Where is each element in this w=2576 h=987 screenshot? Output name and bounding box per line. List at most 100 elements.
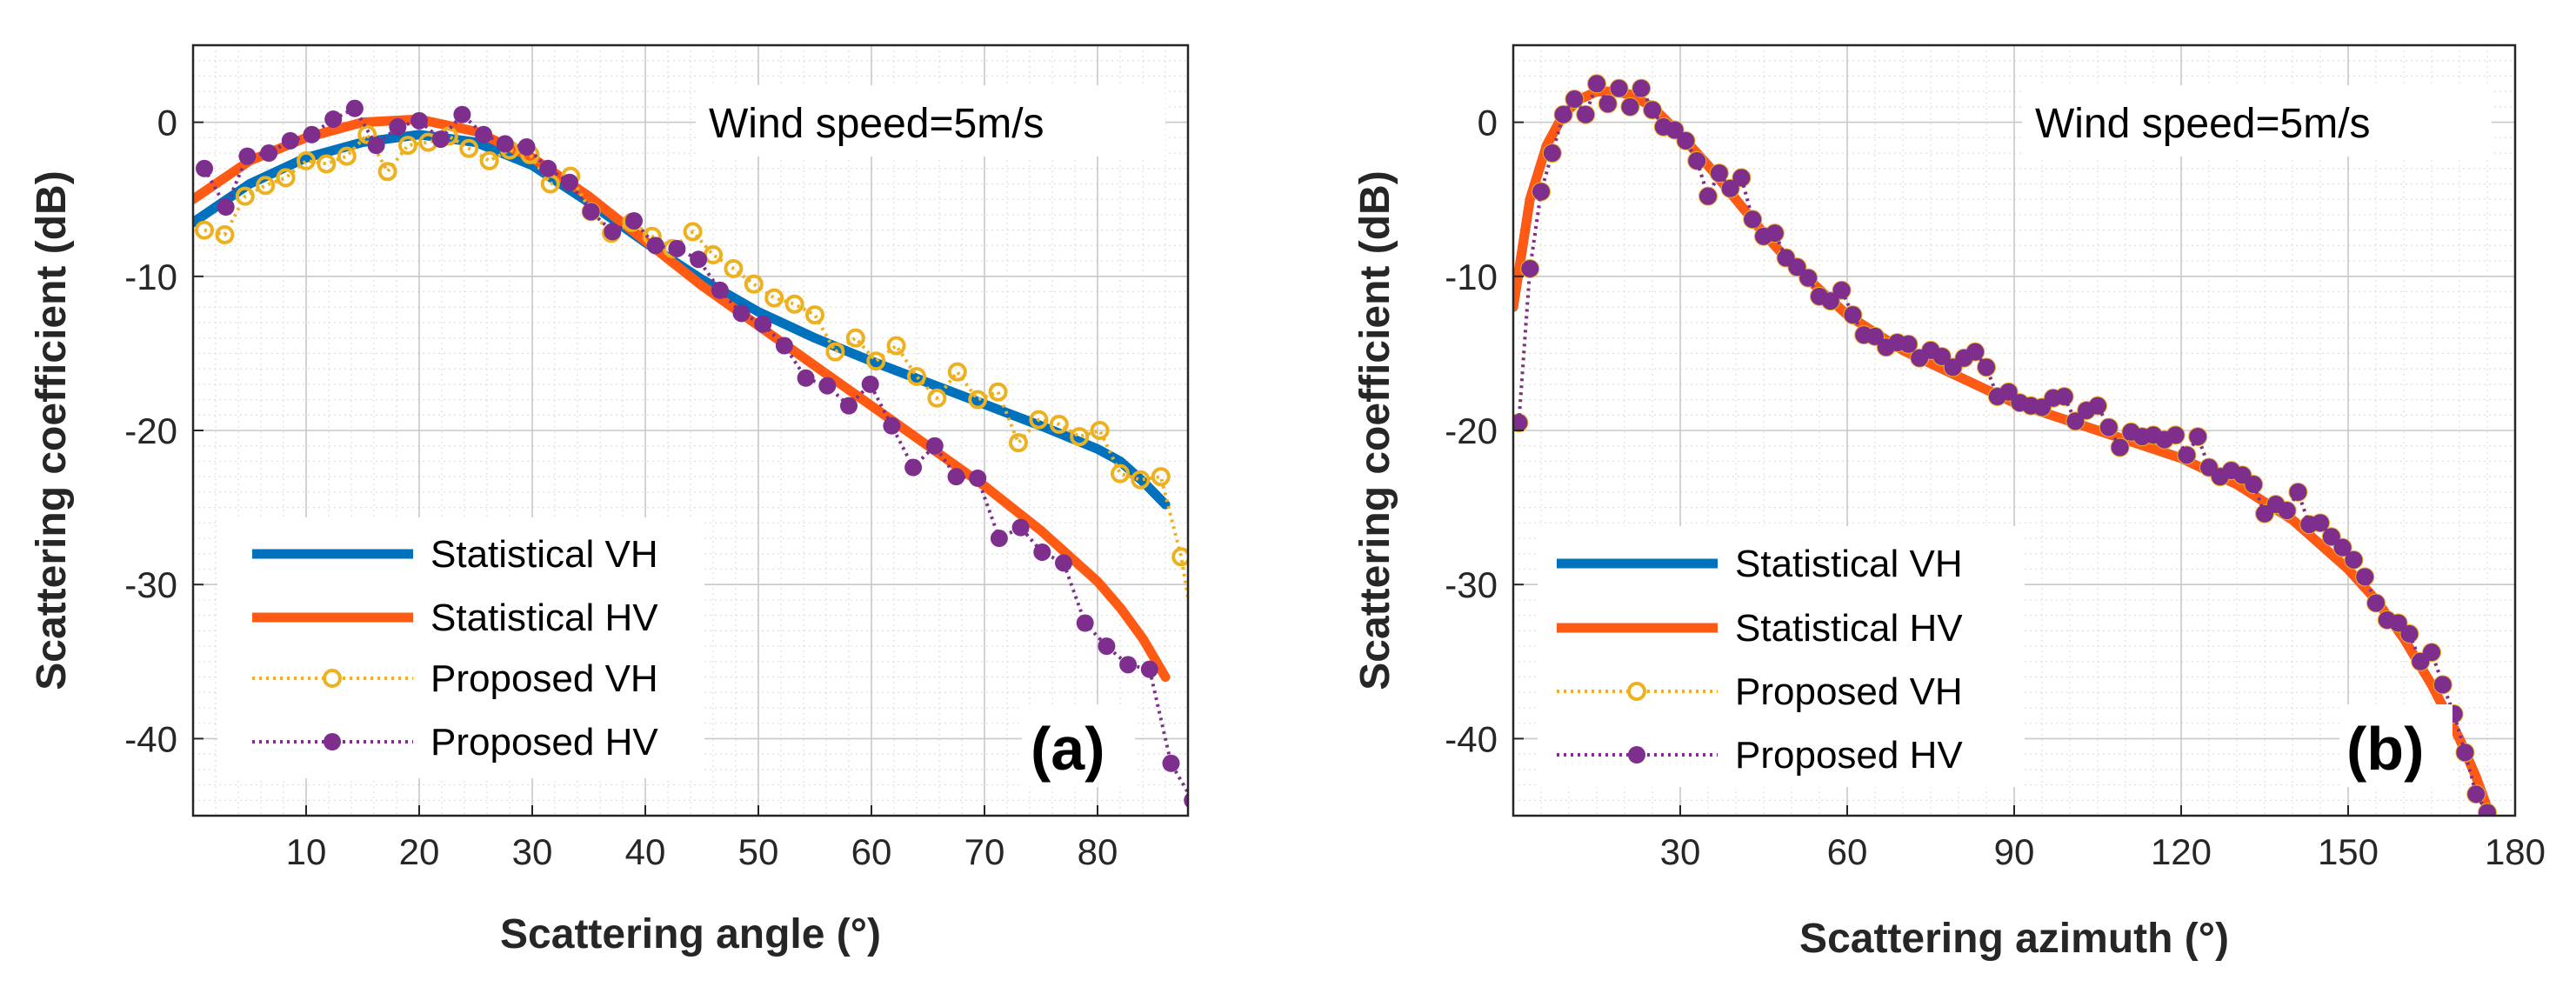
data-point-proposed-vh [1191, 657, 1207, 672]
x-tick-label: 60 [851, 831, 892, 872]
data-point-proposed-hv [2333, 538, 2352, 557]
data-point-proposed-hv [1184, 792, 1188, 808]
annotation-b: Wind speed=5m/s [2035, 101, 2371, 147]
data-point-proposed-hv [646, 237, 664, 255]
legend-entry-statistical-hv-a: Statistical HV [252, 597, 658, 639]
data-point-proposed-hv [861, 375, 879, 393]
data-point-proposed-hv [2289, 483, 2307, 501]
data-point-proposed-vh [907, 366, 926, 386]
data-point-proposed-hv [990, 530, 1008, 548]
y-tick-label: -40 [1445, 718, 1498, 759]
y-tick-label: -10 [124, 257, 177, 297]
y-tick-label: 0 [1478, 103, 1498, 143]
data-point-proposed-hv [1588, 75, 1605, 93]
data-point-proposed-hv [818, 377, 837, 395]
data-point-proposed-vh [235, 186, 255, 206]
legend-label-proposed-hv-a: Proposed HV [430, 721, 658, 764]
data-point-proposed-hv [775, 337, 793, 355]
data-point-proposed-hv [2278, 502, 2296, 520]
data-point-proposed-vh [1029, 410, 1049, 430]
x-axis-title-a: Scattering angle (°) [500, 911, 881, 957]
legend-entry-statistical-vh-b: Statistical VH [1557, 543, 1963, 585]
data-point-proposed-hv [732, 304, 751, 323]
data-point-proposed-hv [2389, 614, 2407, 632]
data-point-proposed-hv [2456, 744, 2474, 762]
data-point-proposed-hv [260, 144, 278, 163]
data-point-proposed-vh [195, 220, 214, 240]
data-point-proposed-hv [1844, 306, 1862, 324]
data-point-proposed-hv [2189, 428, 2207, 446]
data-point-proposed-hv [453, 105, 471, 123]
series-statistical-hv-a [193, 114, 1171, 682]
panel-label-b: (b) [2346, 715, 2424, 783]
legend-marker-proposed-hv-b [1628, 746, 1645, 764]
data-point-proposed-hv [754, 315, 772, 333]
data-point-proposed-hv [1610, 79, 1628, 97]
data-point-proposed-hv [2066, 412, 2085, 430]
x-tick-label: 180 [2485, 831, 2546, 872]
data-point-proposed-hv [947, 468, 965, 486]
data-point-proposed-hv [496, 135, 514, 153]
data-point-proposed-hv [1076, 614, 1094, 632]
data-point-proposed-hv [196, 159, 213, 177]
data-point-proposed-hv [2055, 388, 2073, 406]
data-point-proposed-vh [683, 222, 703, 242]
data-point-proposed-hv [1162, 754, 1180, 772]
series-proposed-hv-a [196, 99, 1188, 808]
x-tick-label: 20 [399, 831, 440, 872]
data-point-proposed-vh [1131, 470, 1151, 490]
data-point-proposed-hv [367, 137, 385, 155]
data-point-proposed-hv [1565, 90, 1584, 109]
legend-label-statistical-hv-a: Statistical HV [430, 597, 658, 639]
y-tick-label: -30 [124, 564, 177, 605]
data-point-proposed-hv [711, 281, 729, 299]
legend-label-proposed-vh-b: Proposed VH [1735, 670, 1963, 713]
data-point-proposed-hv [690, 250, 708, 269]
data-point-proposed-hv [2089, 397, 2106, 415]
data-point-proposed-hv [431, 130, 450, 149]
data-point-proposed-hv [1532, 183, 1550, 201]
legend-entry-statistical-hv-b: Statistical HV [1557, 607, 1963, 650]
data-point-proposed-vh [1009, 433, 1028, 453]
y-tick-label: -30 [1445, 564, 1498, 605]
data-point-proposed-hv [2178, 446, 2196, 464]
data-point-proposed-vh [337, 146, 357, 166]
x-tick-label: 30 [1660, 831, 1701, 872]
legend-entry-proposed-vh-a: Proposed VH [252, 657, 658, 700]
data-point-proposed-hv [1677, 131, 1695, 150]
ticks-b: 30 60 90 120 150 180 0 -10 -20 -30 -40 [1445, 103, 2546, 872]
data-point-proposed-hv [1513, 414, 1528, 432]
data-point-proposed-hv [1721, 179, 1739, 197]
legend-label-statistical-hv-b: Statistical HV [1735, 607, 1963, 650]
data-point-proposed-hv [517, 137, 536, 156]
data-point-proposed-hv [1011, 518, 1030, 537]
data-point-proposed-hv [1899, 335, 1918, 353]
data-point-proposed-vh [398, 136, 417, 156]
legend-entry-proposed-hv-b: Proposed HV [1557, 734, 1963, 777]
data-point-proposed-hv [2099, 418, 2118, 437]
data-point-proposed-hv [582, 203, 600, 221]
data-point-proposed-hv [1665, 121, 1684, 139]
annotation-box-a [696, 85, 1165, 157]
data-point-proposed-hv [1710, 164, 1728, 183]
data-point-proposed-hv [1788, 258, 1806, 277]
x-tick-label: 70 [964, 831, 1005, 872]
data-point-proposed-vh [479, 150, 499, 170]
legend-entry-statistical-vh-a: Statistical VH [252, 533, 658, 576]
data-point-proposed-hv [1543, 144, 1561, 163]
annotation-a: Wind speed=5m/s [709, 101, 1044, 147]
data-point-proposed-vh [297, 150, 316, 170]
data-point-proposed-hv [217, 198, 235, 217]
data-point-proposed-hv [238, 147, 257, 165]
data-point-proposed-vh [256, 176, 276, 196]
data-point-proposed-hv [604, 223, 622, 241]
data-point-proposed-hv [1744, 210, 1762, 229]
data-point-proposed-hv [2479, 804, 2496, 816]
data-point-proposed-hv [1978, 358, 1995, 377]
x-tick-label: 30 [512, 831, 553, 872]
data-point-proposed-hv [2312, 514, 2329, 532]
legend-label-statistical-vh-b: Statistical VH [1735, 543, 1963, 585]
data-point-proposed-vh [377, 162, 397, 182]
x-tick-label: 120 [2151, 831, 2212, 872]
